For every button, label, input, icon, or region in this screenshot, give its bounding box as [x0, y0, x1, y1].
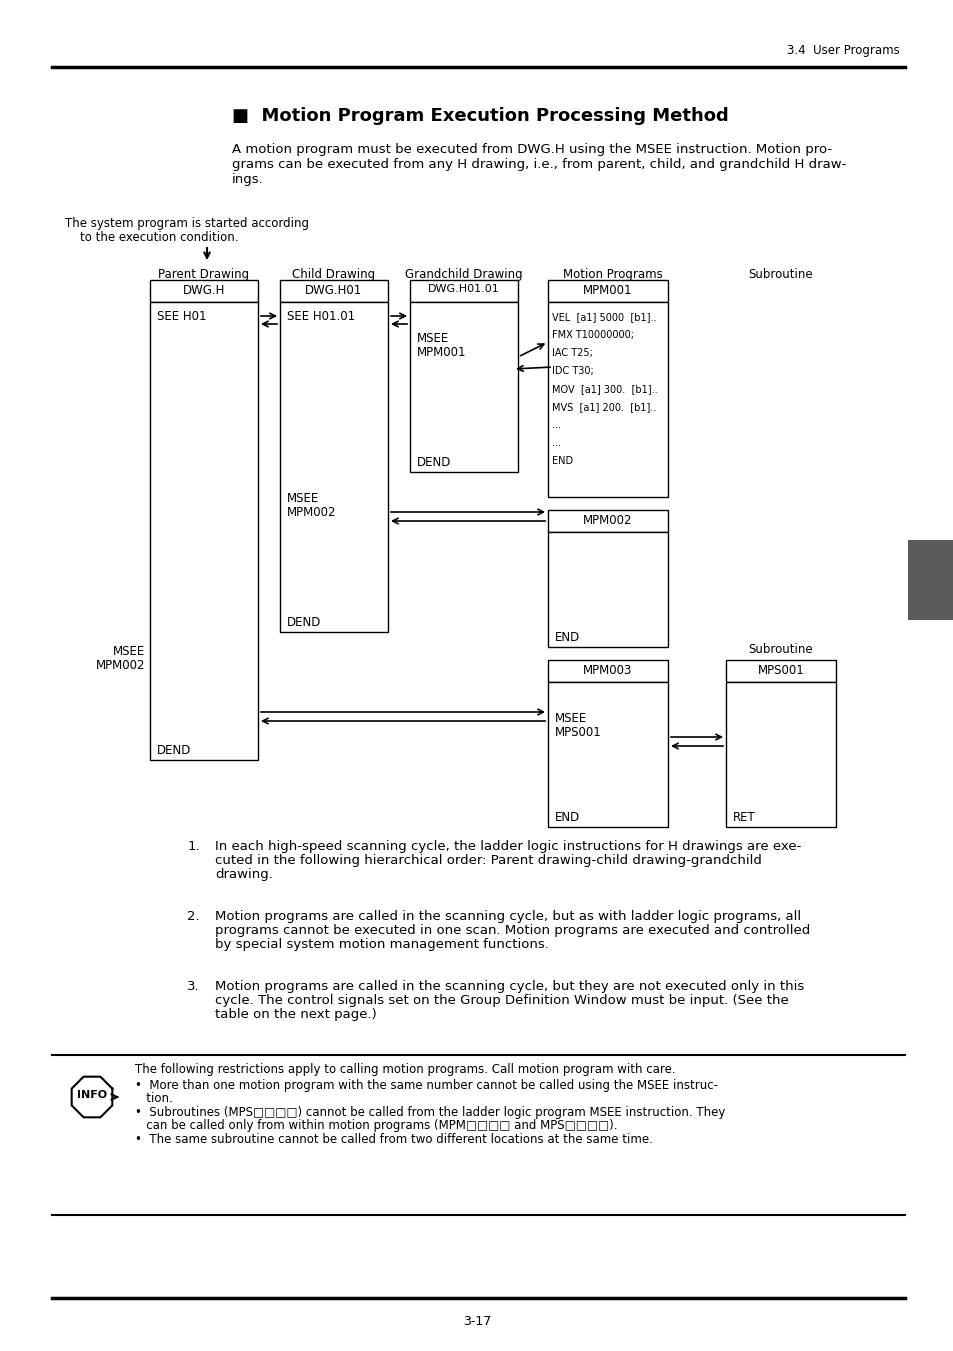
Bar [547, 509, 667, 532]
Text: MOV  [a1] 300.  [b1]..: MOV [a1] 300. [b1].. [552, 384, 657, 394]
Text: ...: ... [552, 420, 560, 430]
Text: The system program is started according: The system program is started according [65, 218, 309, 230]
Text: RET: RET [732, 811, 755, 824]
Text: END: END [555, 811, 579, 824]
Text: Subroutine: Subroutine [748, 643, 813, 657]
Text: END: END [555, 631, 579, 644]
Text: 2.: 2. [187, 911, 200, 923]
Bar [547, 661, 667, 682]
Text: cuted in the following hierarchical order: Parent drawing-child drawing-grandchi: cuted in the following hierarchical orde… [214, 854, 761, 867]
Bar [280, 303, 388, 632]
Text: MPS001: MPS001 [757, 663, 803, 677]
Text: •  The same subroutine cannot be called from two different locations at the same: • The same subroutine cannot be called f… [135, 1133, 652, 1146]
Text: •  More than one motion program with the same number cannot be called using the : • More than one motion program with the … [135, 1079, 718, 1092]
Bar [725, 661, 835, 682]
Bar [150, 280, 257, 303]
Text: Child Drawing: Child Drawing [293, 267, 375, 281]
Text: MPM002: MPM002 [582, 513, 632, 527]
Text: DEND: DEND [157, 744, 192, 757]
Text: Motion programs are called in the scanning cycle, but as with ladder logic progr: Motion programs are called in the scanni… [214, 911, 801, 923]
Text: MSEE: MSEE [416, 332, 449, 345]
Bar [410, 303, 517, 471]
Bar [280, 280, 388, 303]
Text: Parent Drawing: Parent Drawing [158, 267, 250, 281]
Text: •  Subroutines (MPS□□□□) cannot be called from the ladder logic program MSEE ins: • Subroutines (MPS□□□□) cannot be called… [135, 1106, 724, 1119]
Text: MPM001: MPM001 [582, 284, 632, 297]
Text: 3.: 3. [187, 979, 200, 993]
Text: ■  Motion Program Execution Processing Method: ■ Motion Program Execution Processing Me… [232, 107, 728, 126]
Text: 3: 3 [920, 578, 941, 607]
Text: IAC T25;: IAC T25; [552, 349, 592, 358]
Text: MSEE: MSEE [112, 644, 145, 658]
Text: to the execution condition.: to the execution condition. [65, 231, 238, 245]
Text: ...: ... [552, 438, 560, 449]
Text: IDC T30;: IDC T30; [552, 366, 593, 376]
Bar [547, 682, 667, 827]
Text: DWG.H01: DWG.H01 [305, 284, 362, 297]
Text: MPM003: MPM003 [582, 663, 632, 677]
Text: MPM002: MPM002 [95, 659, 145, 671]
Text: can be called only from within motion programs (MPM□□□□ and MPS□□□□).: can be called only from within motion pr… [135, 1119, 617, 1132]
Text: In each high-speed scanning cycle, the ladder logic instructions for H drawings : In each high-speed scanning cycle, the l… [214, 840, 801, 852]
Bar [547, 280, 667, 303]
Text: Motion programs are called in the scanning cycle, but they are not executed only: Motion programs are called in the scanni… [214, 979, 803, 993]
Text: FMX T10000000;: FMX T10000000; [552, 330, 634, 340]
Bar [547, 303, 667, 497]
Text: MVS  [a1] 200.  [b1]..: MVS [a1] 200. [b1].. [552, 403, 656, 412]
Text: by special system motion management functions.: by special system motion management func… [214, 938, 548, 951]
Text: drawing.: drawing. [214, 867, 273, 881]
Text: VEL  [a1] 5000  [b1]..: VEL [a1] 5000 [b1].. [552, 312, 656, 322]
Text: MPM001: MPM001 [416, 346, 466, 359]
Text: SEE H01.01: SEE H01.01 [287, 309, 355, 323]
Bar [547, 532, 667, 647]
Text: SEE H01: SEE H01 [157, 309, 206, 323]
Text: 1.: 1. [187, 840, 200, 852]
Text: Grandchild Drawing: Grandchild Drawing [405, 267, 522, 281]
Text: MPM002: MPM002 [287, 507, 336, 519]
Text: cycle. The control signals set on the Group Definition Window must be input. (Se: cycle. The control signals set on the Gr… [214, 994, 788, 1006]
Text: DWG.H: DWG.H [183, 284, 225, 297]
Text: MSEE: MSEE [555, 712, 587, 725]
Text: A motion program must be executed from DWG.H using the MSEE instruction. Motion : A motion program must be executed from D… [232, 143, 831, 155]
Text: tion.: tion. [135, 1092, 172, 1105]
Text: ings.: ings. [232, 173, 263, 186]
Text: programs cannot be executed in one scan. Motion programs are executed and contro: programs cannot be executed in one scan.… [214, 924, 809, 938]
Text: DWG.H01.01: DWG.H01.01 [428, 284, 499, 295]
Bar [150, 303, 257, 761]
Text: MSEE: MSEE [287, 492, 319, 505]
Text: MPS001: MPS001 [555, 725, 601, 739]
Bar [725, 682, 835, 827]
Bar [907, 540, 953, 620]
Bar [410, 280, 517, 303]
Text: Motion Programs: Motion Programs [562, 267, 662, 281]
Text: Subroutine: Subroutine [748, 267, 813, 281]
Text: DEND: DEND [416, 457, 451, 469]
Text: INFO: INFO [77, 1090, 107, 1100]
Text: END: END [552, 457, 573, 466]
Text: The following restrictions apply to calling motion programs. Call motion program: The following restrictions apply to call… [135, 1063, 675, 1075]
Text: table on the next page.): table on the next page.) [214, 1008, 376, 1021]
Text: 3-17: 3-17 [462, 1315, 491, 1328]
Text: 3.4  User Programs: 3.4 User Programs [786, 45, 899, 57]
Text: grams can be executed from any H drawing, i.e., from parent, child, and grandchi: grams can be executed from any H drawing… [232, 158, 845, 172]
Text: DEND: DEND [287, 616, 321, 630]
